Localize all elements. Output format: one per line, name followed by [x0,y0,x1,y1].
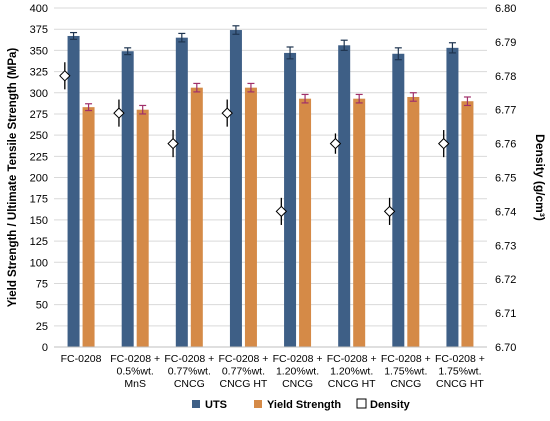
marker-density [437,137,450,150]
marker-density [275,205,288,218]
bar-yield-strength [244,87,257,347]
y2-tick-label: 6.70 [495,342,516,354]
y-tick-label: 50 [36,300,48,312]
legend-label: UTS [205,399,227,411]
bar-uts [446,47,459,348]
x-tick-label: FC-0208 + [435,353,485,365]
legend-label: Density [370,399,411,411]
y-tick-label: 350 [30,45,48,57]
legend-swatch [254,400,262,408]
y2-tick-label: 6.76 [495,139,516,151]
y2-tick-label: 6.80 [495,3,516,15]
legend-swatch [356,398,367,409]
bar-yield-strength [353,98,366,348]
x-tick-label: CNCG HT [436,378,484,390]
x-tick-label: 1.75%wt. [438,366,481,378]
y2-tick-label: 6.74 [495,206,516,218]
x-tick-label: FC-0208 [61,353,102,365]
x-tick-label: 0.5%wt. [117,366,154,378]
bar-uts [338,45,351,347]
x-tick-label: FC-0208 + [110,353,160,365]
x-tick-label: CNCG [390,378,421,390]
x-tick-label: 1.75%wt. [384,366,427,378]
x-tick-label: FC-0208 + [381,353,431,365]
y2-tick-label: 6.79 [495,37,516,49]
x-tick-label: 0.77%wt. [168,366,211,378]
bar-uts [175,37,188,347]
y2-tick-label: 6.75 [495,173,516,185]
marker-density [329,137,342,150]
x-tick-label: CNCG HT [328,378,376,390]
y-tick-label: 100 [30,257,48,269]
y-tick-label: 300 [30,88,48,100]
y-tick-label: 200 [30,173,48,185]
bar-yield-strength [461,101,474,347]
bar-uts [284,52,297,347]
y-tick-label: 225 [30,151,48,163]
y-tick-label: 400 [30,3,48,15]
marker-density [59,70,71,82]
x-tick-label: 1.20%wt. [330,366,373,378]
bar-yield-strength [190,87,203,347]
legend-swatch [192,400,200,408]
bar-uts [121,51,134,347]
bar-uts [392,53,405,347]
x-tick-label: CNCG [174,378,205,390]
marker-density [383,205,396,218]
y-tick-label: 150 [30,215,48,227]
bar-uts [67,35,80,347]
x-tick-label: CNCG [282,378,313,390]
x-tick-label: FC-0208 + [327,353,377,365]
bar-yield-strength [407,96,420,347]
y-tick-label: 125 [30,236,48,248]
y-tick-label: 325 [30,67,48,79]
y-tick-label: 275 [30,109,48,121]
y2-tick-label: 6.78 [495,71,516,83]
y-tick-label: 375 [30,24,48,36]
legend-label: Yield Strength [267,399,341,411]
y-axis-title: Yield Strength / Ultimate Tensile Streng… [7,48,19,308]
y2-tick-label: 6.77 [495,105,516,117]
y-tick-label: 75 [36,278,48,290]
y-tick-label: 25 [36,321,48,333]
bar-uts [229,30,242,347]
x-tick-label: 0.77%wt. [222,366,265,378]
bar-yield-strength [82,107,95,347]
y2-tick-label: 6.73 [495,240,516,252]
x-tick-label: CNCG HT [220,378,268,390]
y2-axis-title: Density (g/cm³) [533,134,547,221]
x-tick-label: MnS [124,378,146,390]
y-tick-label: 250 [30,130,48,142]
marker-density [167,137,179,150]
x-tick-label: FC-0208 + [218,353,268,365]
x-tick-label: FC-0208 + [164,353,214,365]
y-tick-label: 0 [42,342,48,354]
x-tick-label: 1.20%wt. [276,366,319,378]
bar-yield-strength [299,98,312,348]
y2-tick-label: 6.72 [495,274,516,286]
y2-tick-label: 6.71 [495,308,516,320]
y-tick-label: 175 [30,194,48,206]
x-tick-label: FC-0208 + [273,353,323,365]
marker-density [221,107,233,119]
bar-yield-strength [136,109,149,347]
marker-density [113,107,125,119]
